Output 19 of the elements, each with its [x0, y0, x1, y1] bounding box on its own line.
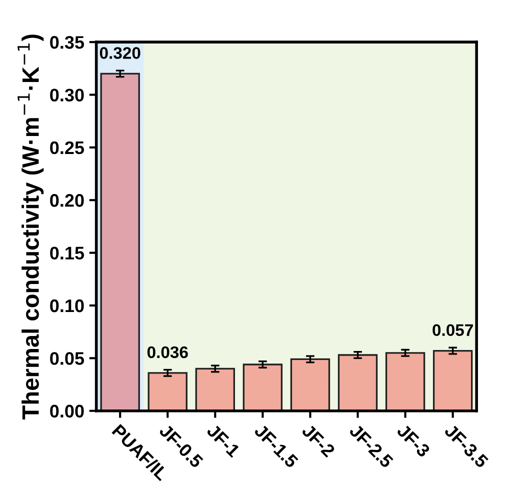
y-tick-label: 0.25 — [50, 141, 84, 154]
bar — [195, 368, 236, 411]
y-tick-label: 0.05 — [50, 352, 84, 365]
bar — [290, 358, 330, 411]
data-label: 0.057 — [432, 324, 473, 336]
data-label: 0.320 — [100, 47, 140, 59]
bar — [432, 350, 473, 411]
y-tick-label: 0.35 — [50, 36, 84, 49]
y-tick-label: 0.30 — [50, 88, 84, 102]
bar — [338, 354, 378, 411]
y-tick-label: 0.10 — [50, 299, 84, 312]
y-tick-label: 0.00 — [50, 404, 84, 418]
bar — [148, 372, 188, 411]
y-tick-label: 0.20 — [50, 194, 84, 207]
bar — [242, 364, 283, 411]
bar — [385, 352, 426, 411]
y-tick-label: 0.15 — [50, 246, 84, 260]
y-axis-title: Thermal conductivity (W·m$^{−1}$·K$^{−1}$) — [18, 34, 44, 420]
data-label: 0.036 — [147, 346, 188, 358]
